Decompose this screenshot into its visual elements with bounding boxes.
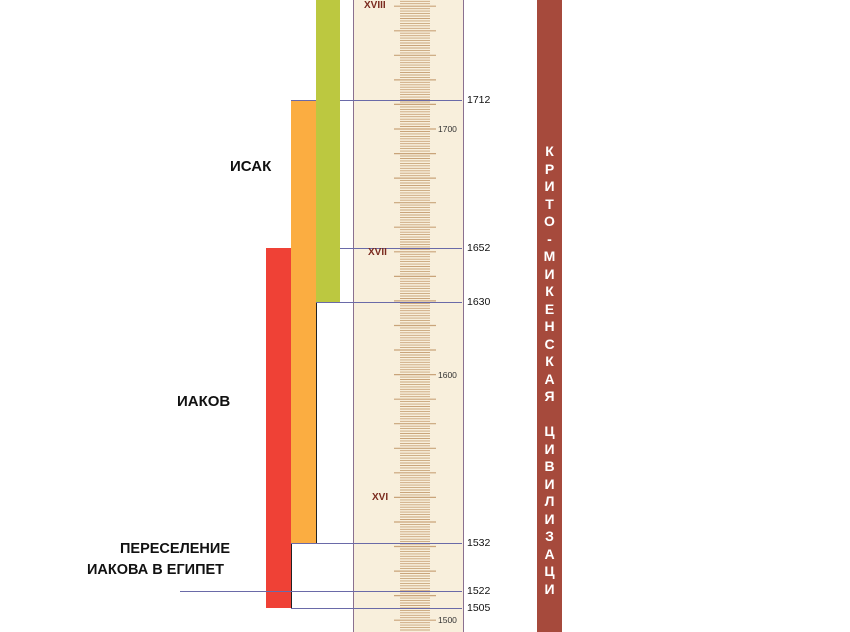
timeline-ruler xyxy=(353,0,464,632)
bar-outline xyxy=(316,302,317,543)
event-label-line2: ИАКОВА В ЕГИПЕТ xyxy=(87,562,225,578)
ruler-ticks xyxy=(394,0,436,631)
civilization-letter: Е xyxy=(544,300,555,317)
century-label-xviii: XVIII xyxy=(364,0,386,11)
bar-outline xyxy=(291,543,292,608)
ruler-label-1700: 1700 xyxy=(438,124,457,134)
year-line-1522 xyxy=(180,591,462,592)
year-label-1652: 1652 xyxy=(467,242,491,254)
green-lifespan-bar xyxy=(316,0,340,302)
civilization-letter: К xyxy=(545,143,554,159)
year-line-1505 xyxy=(291,608,462,609)
civilization-letter: К xyxy=(545,353,554,369)
civilization-letter: Я xyxy=(544,388,555,404)
civilization-letter: А xyxy=(544,370,555,387)
year-line-1652 xyxy=(340,248,462,249)
civilization-letter: И xyxy=(544,580,555,597)
civilization-letter: И xyxy=(544,510,555,527)
civilization-letter: И xyxy=(544,440,555,457)
civilization-letter: З xyxy=(545,528,554,544)
civilization-letter: Н xyxy=(544,318,555,334)
year-label-1630: 1630 xyxy=(467,296,491,308)
year-line-1532 xyxy=(291,543,462,544)
year-label-1505: 1505 xyxy=(467,602,491,614)
civilization-letter: О xyxy=(544,213,555,229)
civilization-letter: И xyxy=(544,178,555,194)
civilization-letter: - xyxy=(547,230,552,247)
orange-lifespan-bar xyxy=(291,100,316,543)
civilization-letter: Р xyxy=(544,160,555,177)
civilization-letter: А xyxy=(544,545,555,562)
civilization-letter: Ц xyxy=(544,563,555,579)
century-label-xvi: XVI xyxy=(372,492,389,503)
century-label-xvii: XVII xyxy=(368,247,387,258)
civilization-letter: С xyxy=(544,335,555,352)
person-label-jacob: ИАКОВ xyxy=(177,393,231,410)
year-label-1522: 1522 xyxy=(467,585,491,597)
red-lifespan-bar xyxy=(266,248,291,608)
civilization-letter: И xyxy=(544,265,555,282)
civilization-letter: Т xyxy=(545,195,554,212)
year-label-1532: 1532 xyxy=(467,537,491,549)
civilization-letter: Ц xyxy=(544,423,555,439)
ruler-label-1500: 1500 xyxy=(438,615,457,625)
year-label-1712: 1712 xyxy=(467,94,491,106)
civilization-letter: И xyxy=(544,475,555,492)
civilization-letter: Л xyxy=(544,493,555,509)
year-line-1630 xyxy=(316,302,462,303)
event-label-line1: ПЕРЕСЕЛЕНИЕ xyxy=(120,541,230,557)
civilization-letter: В xyxy=(544,458,555,474)
year-line-1712 xyxy=(340,100,462,101)
civilization-letter: М xyxy=(543,248,556,264)
person-label-isaac: ИСАК xyxy=(230,158,272,175)
civilization-letter: К xyxy=(545,283,554,299)
year-line-1712-orange xyxy=(291,100,316,101)
ruler-label-1600: 1600 xyxy=(438,370,457,380)
